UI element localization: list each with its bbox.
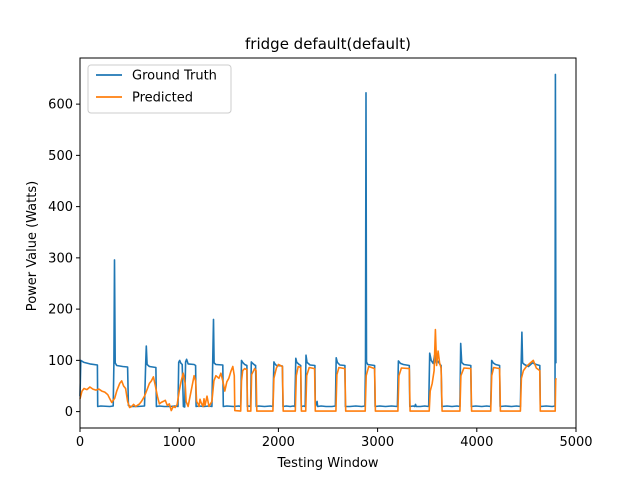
- x-axis: 0 1000 2000 3000 4000 5000: [76, 428, 593, 450]
- plot-frame: [79, 57, 577, 429]
- y-tick-label: 600: [48, 98, 73, 113]
- y-axis-label: Power Value (Watts): [25, 181, 40, 311]
- y-tick-label: 100: [48, 354, 73, 369]
- x-axis-label: Testing Window: [276, 456, 378, 471]
- y-tick-label: 500: [48, 149, 73, 164]
- x-tick-label: 4000: [460, 435, 493, 450]
- legend-label: Predicted: [132, 91, 193, 106]
- y-tick-label: 0: [65, 405, 73, 420]
- legend-label: Ground Truth: [132, 69, 217, 84]
- x-tick-label: 0: [76, 435, 84, 450]
- y-axis: 0 100 200 300 400 500 600: [48, 98, 80, 420]
- x-tick-label: 2000: [262, 435, 295, 450]
- legend: Ground Truth Predicted: [87, 64, 232, 114]
- x-tick-label: 3000: [361, 435, 394, 450]
- y-tick-label: 300: [48, 251, 73, 266]
- y-tick-label: 400: [48, 200, 73, 215]
- plot-area: [79, 73, 557, 412]
- y-tick-label: 200: [48, 303, 73, 318]
- x-tick-label: 5000: [559, 435, 592, 450]
- x-tick-label: 1000: [163, 435, 196, 450]
- series-line-predicted: [79, 328, 557, 412]
- chart-title: fridge default(default): [245, 35, 411, 53]
- legend-box: [87, 64, 232, 114]
- series-line-ground-truth: [79, 73, 557, 408]
